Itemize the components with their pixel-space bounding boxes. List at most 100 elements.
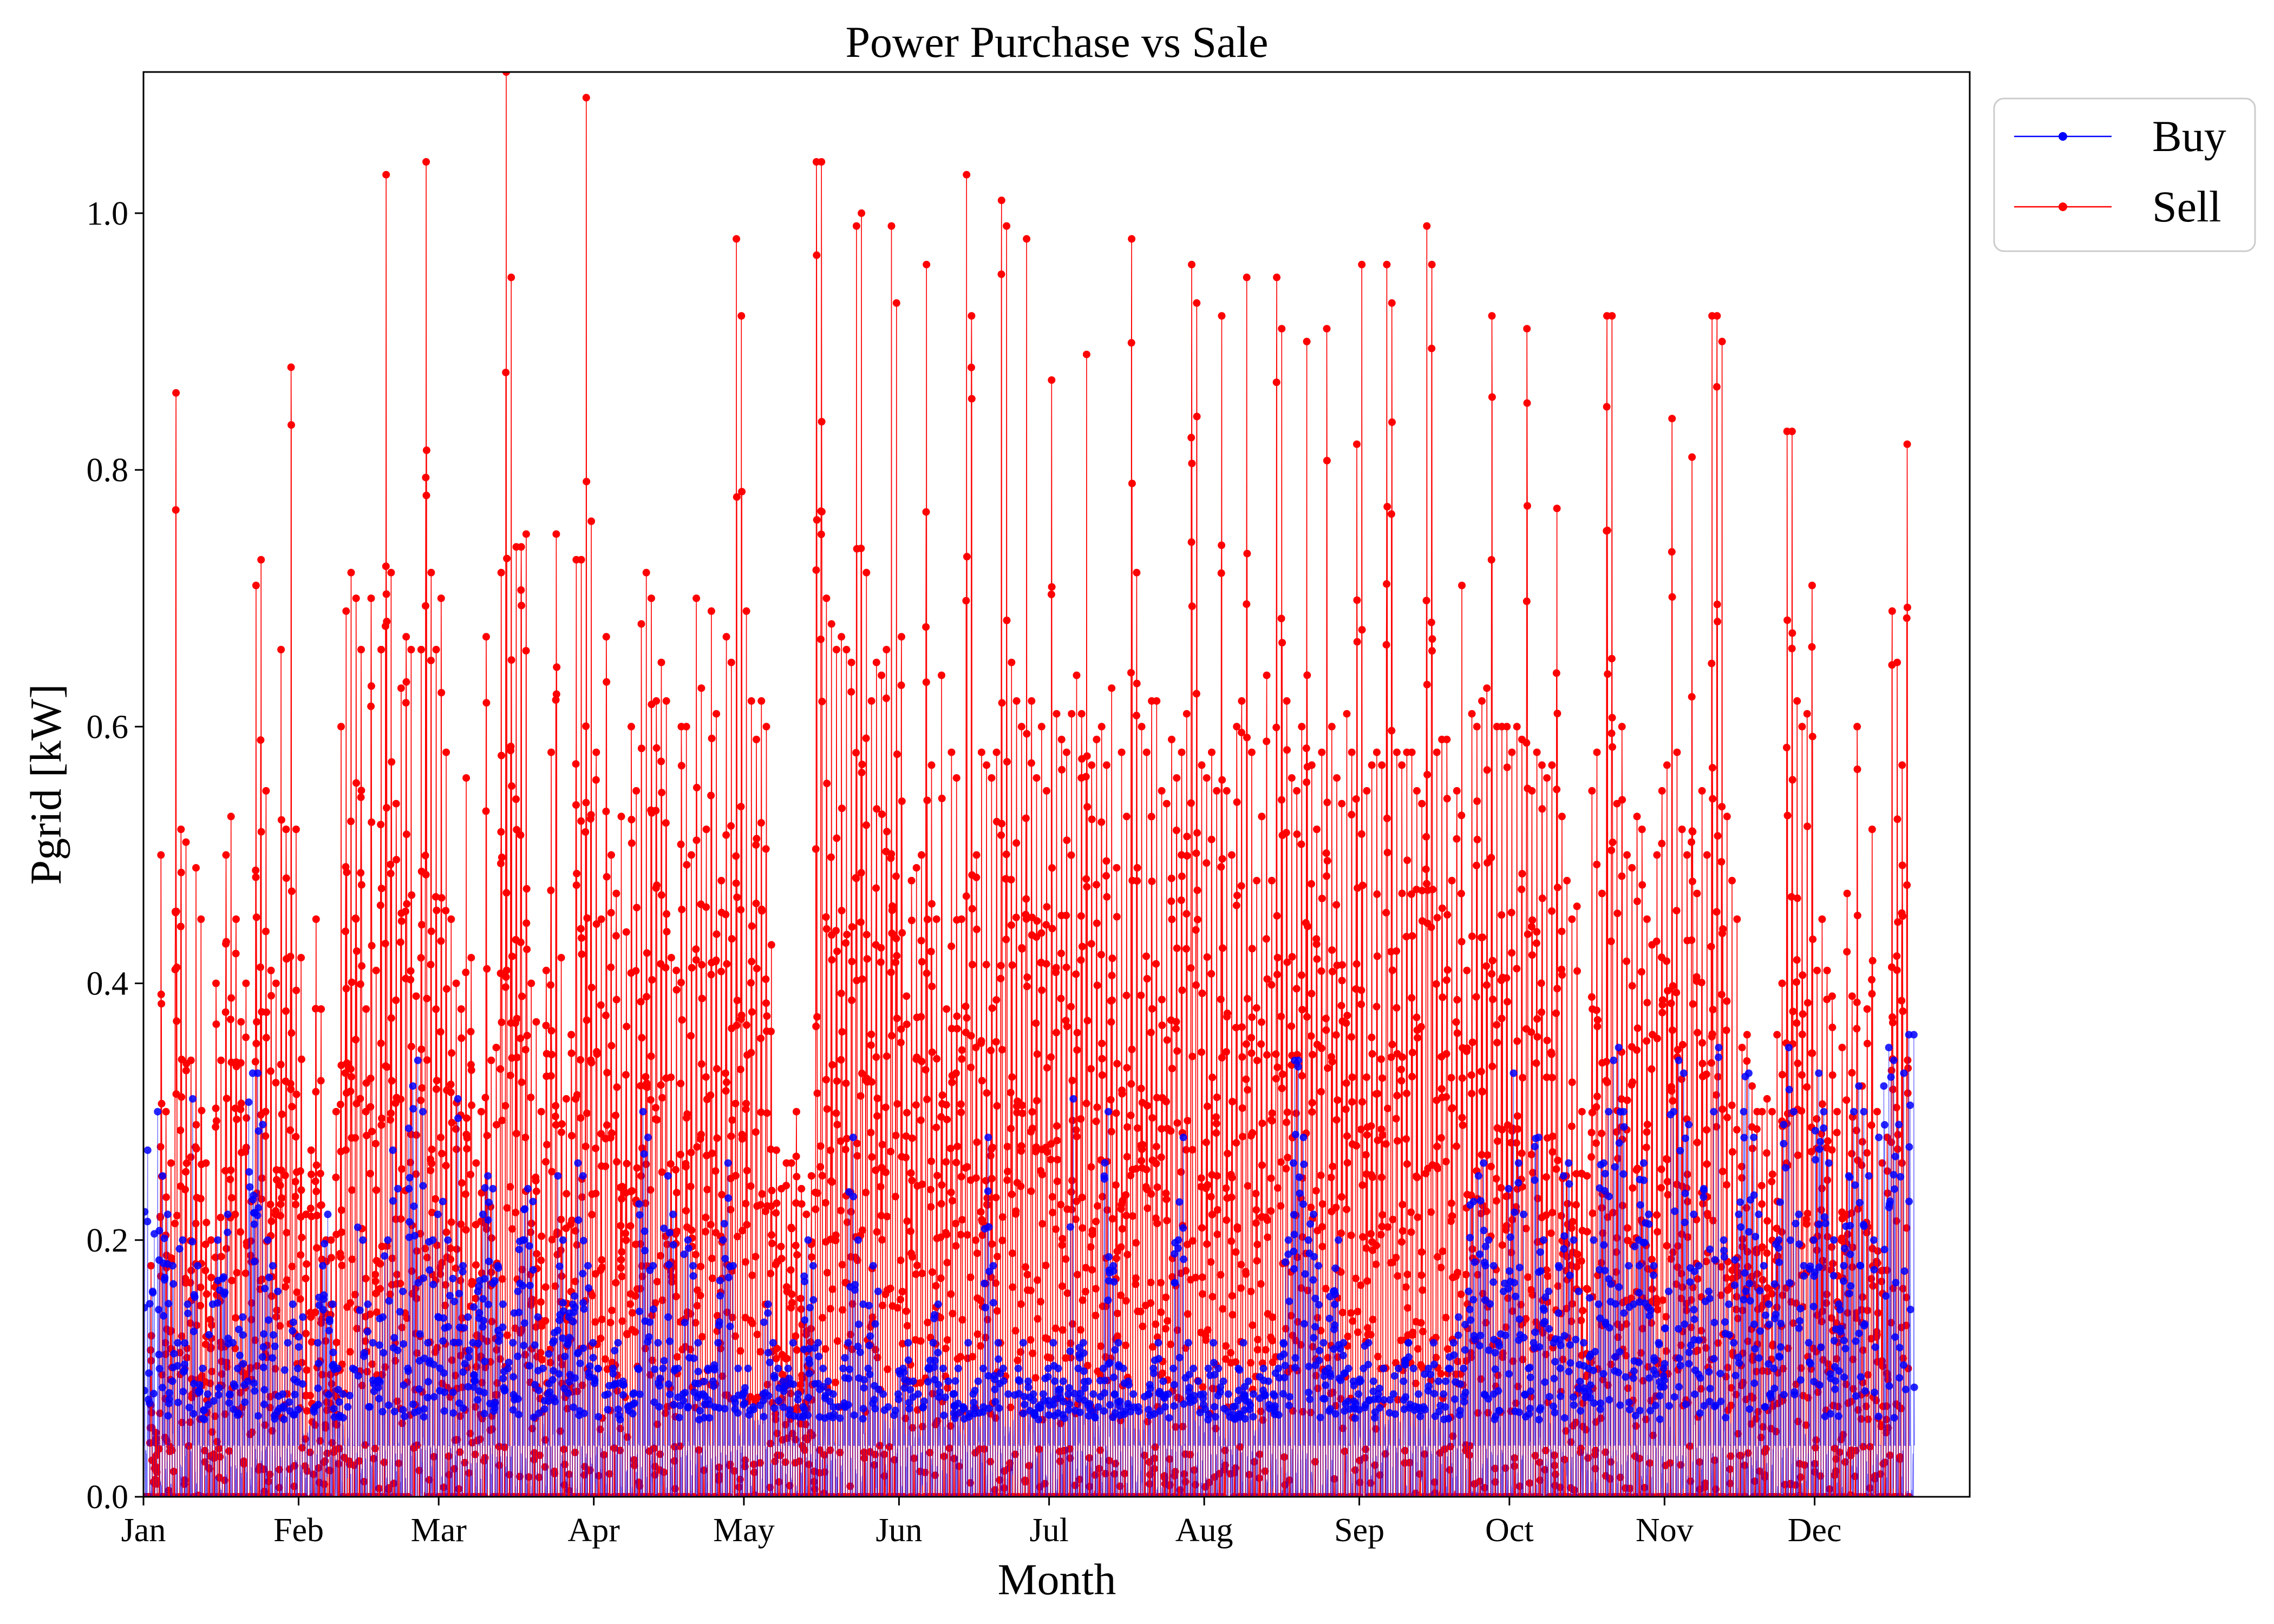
sell-point xyxy=(1108,954,1116,962)
sell-point xyxy=(907,1227,914,1235)
sell-point xyxy=(1352,1142,1361,1150)
sell-point xyxy=(1133,711,1140,719)
sell-point xyxy=(297,1186,305,1194)
sell-point xyxy=(1097,723,1106,731)
sell-point xyxy=(1554,1282,1562,1290)
sell-point xyxy=(1552,669,1560,677)
sell-point xyxy=(267,992,275,1000)
sell-point xyxy=(848,923,856,931)
sell-point xyxy=(1698,1039,1706,1047)
sell-point xyxy=(957,1230,965,1239)
sell-point xyxy=(1168,736,1175,743)
sell-point xyxy=(1132,1239,1140,1247)
sell-point xyxy=(653,1278,661,1286)
sell-point xyxy=(396,1280,404,1288)
sell-point xyxy=(1798,1107,1806,1115)
sell-point xyxy=(503,1331,511,1339)
sell-point xyxy=(1437,1263,1445,1272)
sell-point xyxy=(1408,932,1416,940)
sell-point xyxy=(1167,897,1175,905)
sell-point xyxy=(1308,990,1316,998)
sell-point xyxy=(762,999,770,1007)
sell-point xyxy=(1337,1229,1345,1237)
sell-point xyxy=(1132,1274,1140,1282)
sell-point xyxy=(1017,1182,1025,1190)
sell-point xyxy=(1078,942,1086,951)
sell-point xyxy=(1227,1237,1236,1245)
sell-point xyxy=(1553,985,1561,993)
sell-point xyxy=(1564,1200,1572,1208)
sell-point xyxy=(1243,600,1251,608)
sell-point xyxy=(983,1194,991,1202)
sell-point xyxy=(1503,763,1511,771)
sell-point xyxy=(1329,1162,1337,1170)
sell-point xyxy=(1538,1008,1546,1016)
sell-point xyxy=(573,1091,581,1099)
sell-point xyxy=(1723,1114,1731,1122)
sell-point xyxy=(1663,1242,1671,1250)
sell-point xyxy=(501,1102,509,1110)
sell-point xyxy=(1269,1337,1276,1345)
sell-point xyxy=(202,1159,210,1167)
sell-point xyxy=(1078,1194,1086,1201)
sell-point xyxy=(1598,1129,1605,1137)
sell-point xyxy=(453,1145,460,1154)
sell-point xyxy=(1087,1243,1095,1251)
sell-point xyxy=(858,209,866,217)
sell-point xyxy=(1133,568,1141,577)
sell-point xyxy=(662,964,670,972)
sell-point xyxy=(335,1445,343,1453)
sell-point xyxy=(852,222,860,230)
sell-point xyxy=(617,1256,625,1263)
sell-point xyxy=(463,1134,471,1142)
sell-point xyxy=(1623,851,1631,859)
sell-point xyxy=(342,607,350,615)
sell-point xyxy=(1579,1307,1586,1315)
sell-point xyxy=(577,817,585,825)
sell-point xyxy=(1788,776,1796,784)
sell-point xyxy=(1514,1125,1522,1133)
sell-point xyxy=(158,1000,166,1008)
sell-point xyxy=(1007,1124,1015,1132)
sell-point xyxy=(1317,967,1325,975)
sell-point xyxy=(913,1261,921,1269)
sell-point xyxy=(1303,778,1311,786)
sell-point xyxy=(227,813,235,821)
sell-point xyxy=(897,1256,905,1265)
sell-point xyxy=(884,1365,892,1373)
sell-point xyxy=(1663,1156,1671,1164)
sell-point xyxy=(513,826,521,834)
sell-point xyxy=(557,954,565,962)
sell-point xyxy=(1053,1122,1061,1130)
sell-point xyxy=(1694,1346,1702,1354)
sell-point xyxy=(953,1025,961,1033)
sell-point xyxy=(1528,787,1536,795)
sell-point xyxy=(447,1081,455,1089)
sell-point xyxy=(1217,863,1225,871)
sell-point xyxy=(1592,1139,1600,1147)
sell-point xyxy=(1423,880,1430,888)
sell-point xyxy=(201,1266,210,1274)
sell-point xyxy=(1442,1157,1450,1165)
sell-point xyxy=(658,1093,666,1102)
sell-point xyxy=(1323,456,1331,464)
sell-point xyxy=(1308,1108,1316,1116)
sell-point xyxy=(1058,1282,1066,1290)
sell-point xyxy=(1633,1024,1642,1032)
sell-point xyxy=(1629,1078,1636,1086)
sell-point xyxy=(1658,1009,1667,1017)
sell-point xyxy=(513,1053,521,1062)
sell-point xyxy=(1373,748,1381,756)
sell-point xyxy=(371,1277,380,1285)
sell-point xyxy=(857,869,865,877)
sell-point xyxy=(1337,1001,1345,1010)
sell-point xyxy=(397,684,405,692)
sell-point xyxy=(1473,835,1481,843)
sell-point xyxy=(1399,1227,1407,1235)
sell-point xyxy=(692,1250,700,1259)
sell-point xyxy=(1182,910,1191,918)
sell-point xyxy=(1213,1230,1221,1239)
sell-point xyxy=(891,1193,899,1201)
sell-point xyxy=(377,821,385,829)
sell-point xyxy=(1388,966,1396,974)
